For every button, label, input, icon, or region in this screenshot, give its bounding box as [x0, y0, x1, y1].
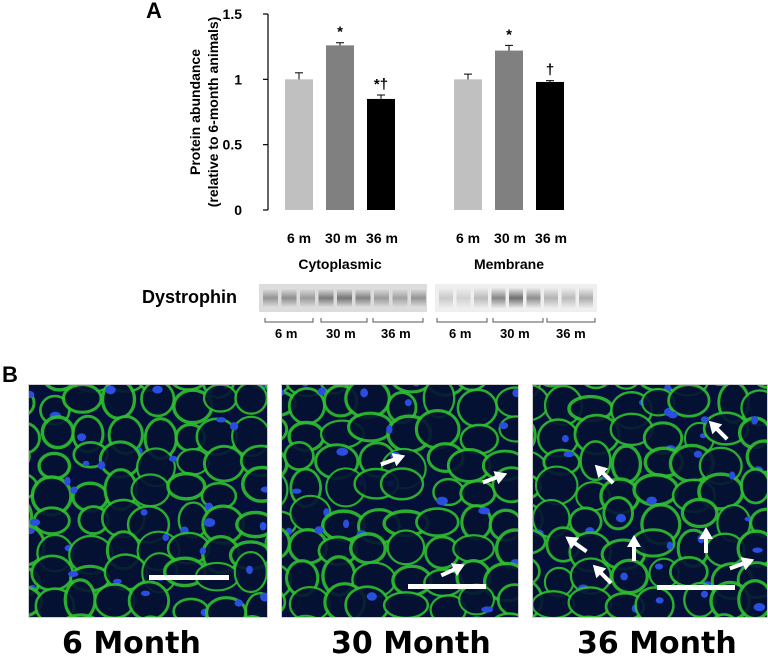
significance-label: † [546, 62, 554, 79]
protein-abundance-chart: 0 0.5 1 1.5 Protein abundance (relative to 6-… [187, 6, 567, 272]
blot-lane-membrane-6m: 6 m [449, 326, 472, 341]
blot-lane-membrane-30m: 30 m [500, 326, 530, 341]
bar [495, 50, 523, 210]
category-label: 36 m [366, 230, 398, 246]
significance-label: * [506, 26, 512, 43]
scale-bar [408, 584, 486, 589]
category-label: 6 m [287, 230, 311, 246]
y-axis-label-line2: (relative to 6-month animals) [205, 17, 221, 208]
arrow-icon [592, 564, 613, 585]
blot-band [281, 288, 297, 308]
arrow-icon [699, 527, 713, 553]
micrograph-36-month [532, 384, 768, 618]
category-label: 36 m [535, 230, 567, 246]
blot-band [439, 288, 453, 308]
blot-band [318, 288, 334, 308]
group-label: Cytoplasmic [298, 256, 381, 272]
panel-a-label: A [146, 0, 162, 23]
y-tick-label: 1.5 [223, 6, 243, 22]
arrow-icon [627, 535, 641, 561]
category-label: 6 m [456, 230, 480, 246]
blot-band [561, 288, 576, 308]
significance-label: *† [374, 76, 388, 93]
panel-b-label: B [2, 362, 18, 387]
y-tick-label: 0 [234, 202, 242, 218]
caption-36-month: 36 Month [577, 626, 737, 661]
blot-band [355, 288, 371, 308]
bar [367, 98, 395, 210]
arrow-icon [729, 557, 755, 571]
blot-label: Dystrophin [142, 287, 238, 307]
scale-bar [149, 575, 229, 580]
blot-lane-cyto-36m: 36 m [381, 326, 411, 341]
blot-band [526, 288, 541, 308]
arrow-icon [708, 420, 729, 441]
blot-band [337, 288, 352, 308]
blot-band [300, 288, 315, 308]
category-label: 30 m [494, 230, 526, 246]
bar [285, 79, 313, 210]
western-blot [259, 284, 597, 323]
arrow-icon [594, 464, 615, 485]
arrow-icon [440, 563, 465, 578]
blot-band [456, 288, 471, 308]
blot-band [509, 288, 523, 308]
group-label: Membrane [474, 256, 544, 272]
category-label: 30 m [325, 230, 357, 246]
bar [326, 45, 354, 210]
blot-band [374, 288, 389, 308]
blot-band [411, 288, 426, 308]
y-tick-label: 1 [234, 71, 242, 87]
blot-band [491, 288, 506, 308]
blot-band [579, 288, 593, 308]
caption-6-month: 6 Month [62, 626, 201, 661]
blot-band [263, 288, 278, 308]
blot-lane-cyto-30m: 30 m [326, 326, 356, 341]
bar [536, 81, 564, 211]
y-tick-label: 0.5 [223, 137, 243, 153]
scale-bar [657, 585, 735, 590]
significance-label: * [337, 24, 343, 41]
caption-30-month: 30 Month [331, 626, 491, 661]
arrow-icon [380, 453, 406, 467]
blot-band [392, 288, 408, 308]
blot-lane-membrane-36m: 36 m [556, 326, 586, 341]
arrow-icon [565, 536, 588, 554]
blot-band [474, 288, 488, 308]
micrograph-30-month [281, 384, 519, 618]
bar [454, 79, 482, 210]
arrow-icon [482, 471, 508, 485]
micrograph-6-month [28, 384, 268, 618]
y-axis-label: Protein abundance [187, 49, 203, 175]
blot-lane-cyto-6m: 6 m [275, 326, 298, 341]
blot-band [544, 288, 558, 308]
